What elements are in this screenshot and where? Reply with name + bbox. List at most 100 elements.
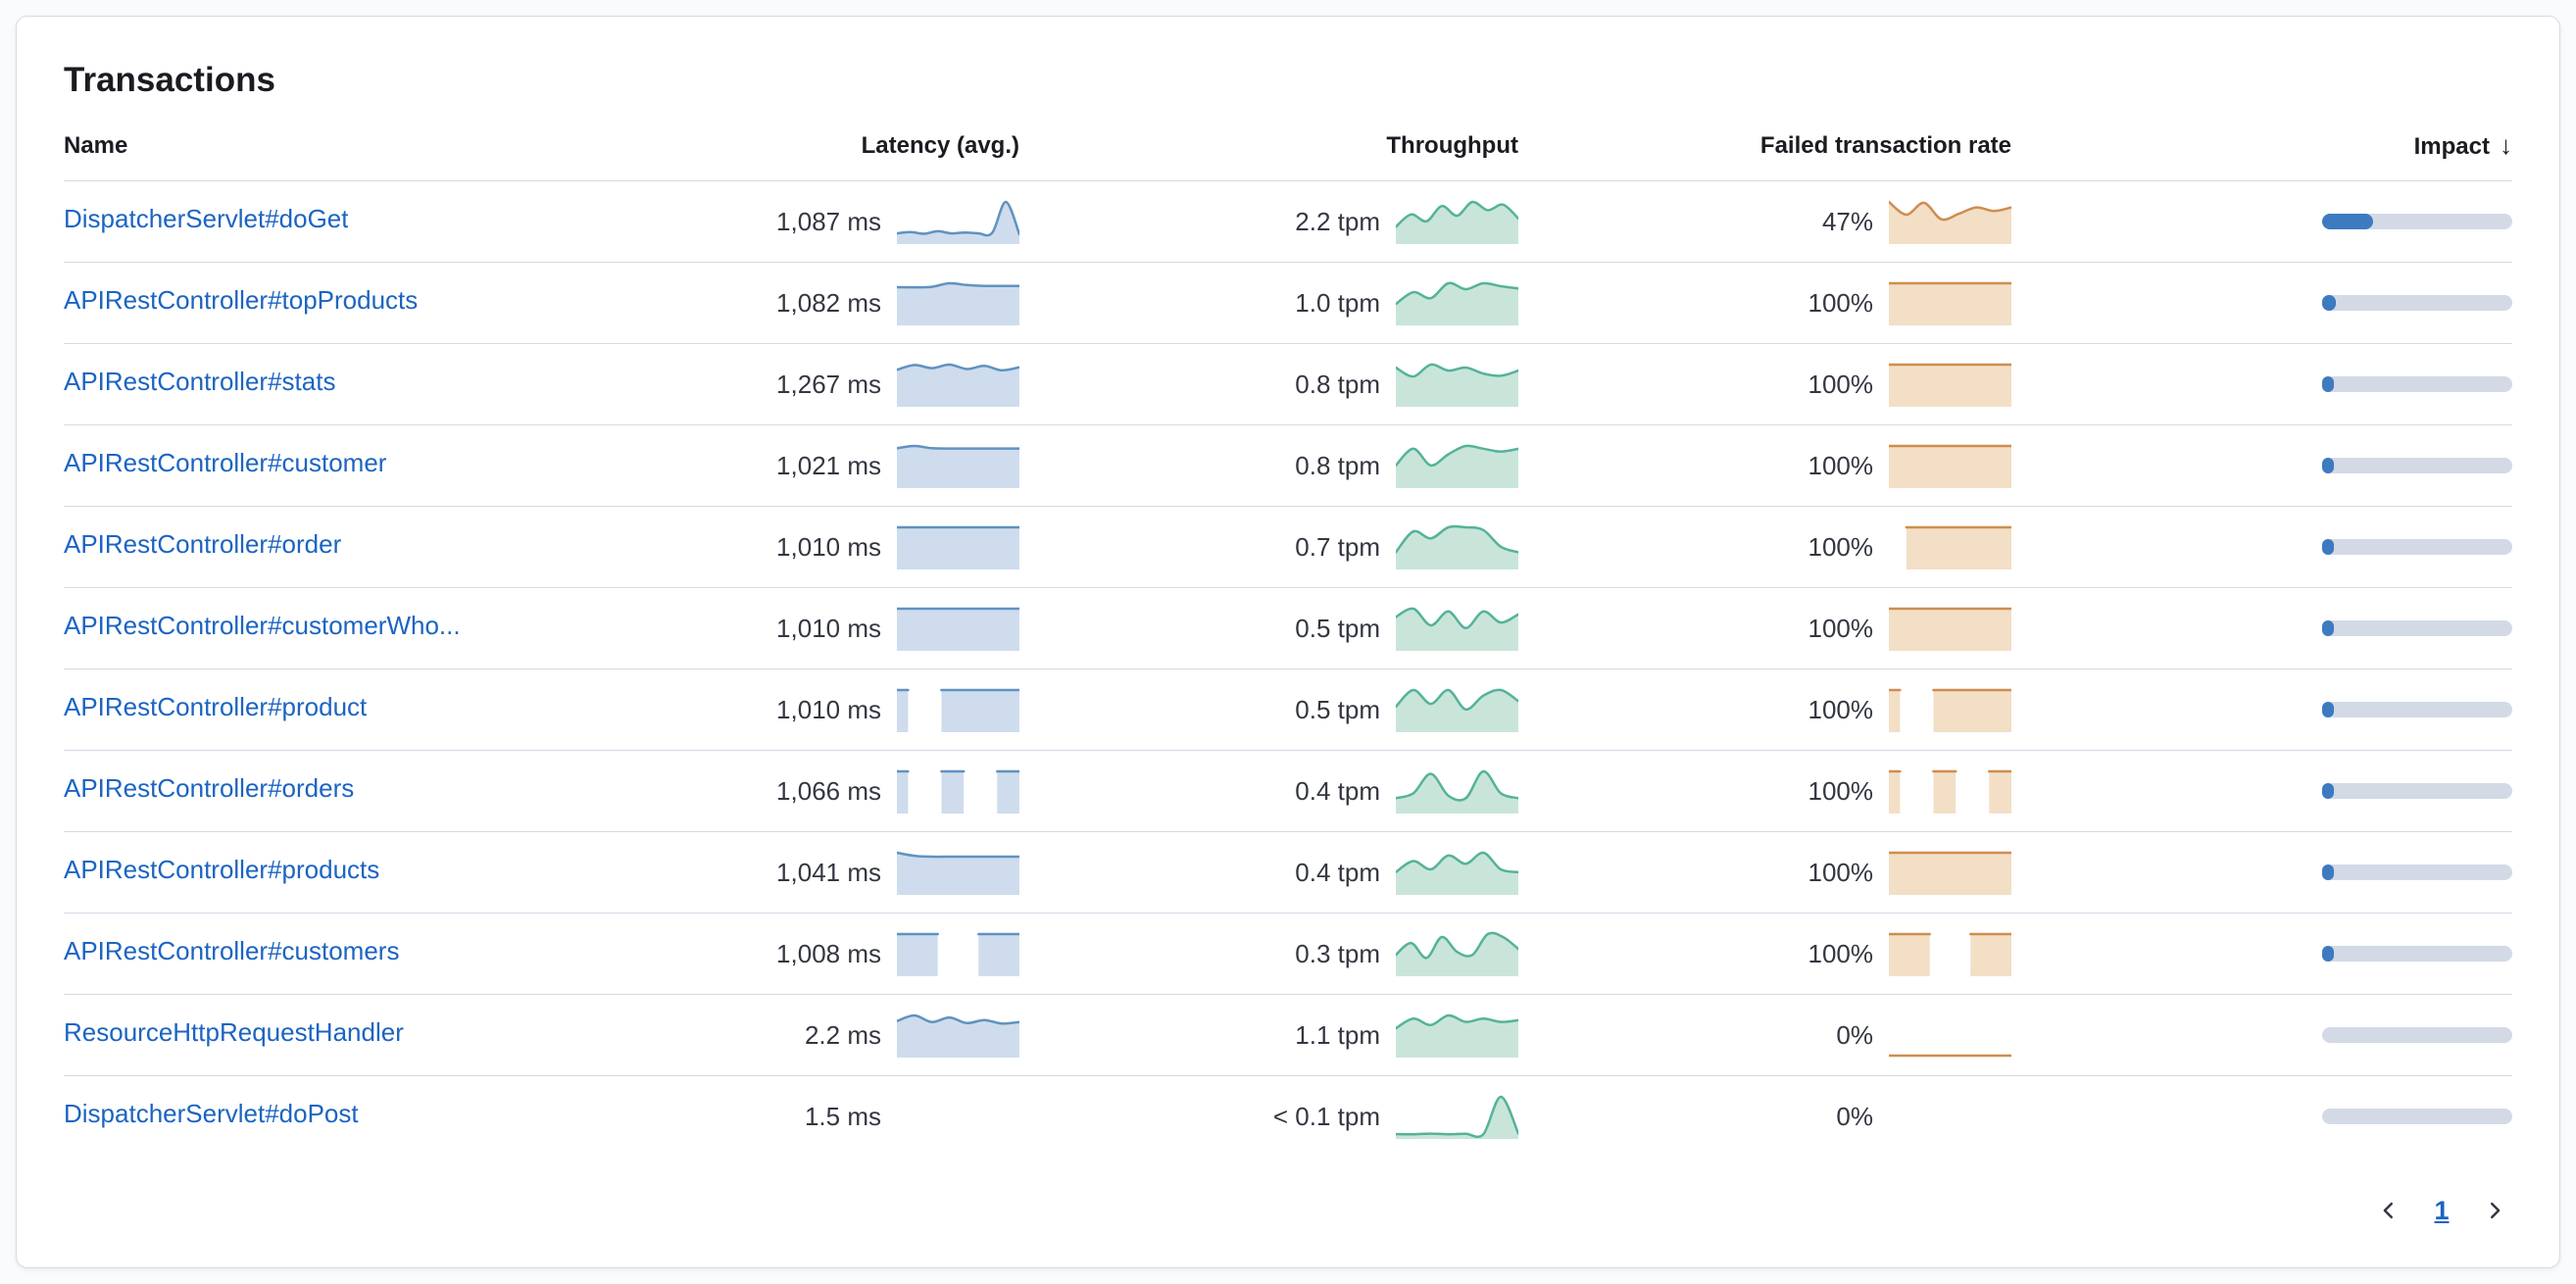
failed-rate-sparkline [1889, 281, 2011, 325]
column-header-impact[interactable]: Impact ↓ [2011, 130, 2512, 181]
latency-value: 1.5 ms [804, 1101, 881, 1131]
impact-bar-fill [2322, 539, 2334, 555]
latency-sparkline [897, 444, 1019, 488]
impact-bar-fill [2322, 702, 2334, 717]
table-row: DispatcherServlet#doGet 1,087 ms 2.2 tpm 47… [64, 180, 2512, 263]
transaction-name-link[interactable]: APIRestController#product [64, 692, 368, 721]
throughput-value: 0.4 tpm [1295, 857, 1380, 887]
throughput-sparkline [1396, 281, 1518, 325]
latency-value: 1,010 ms [776, 613, 881, 643]
transaction-name-link[interactable]: DispatcherServlet#doPost [64, 1099, 359, 1128]
failed-rate-sparkline [1905, 525, 2011, 569]
column-header-failed-rate[interactable]: Failed transaction rate [1518, 130, 2011, 181]
page-1-button[interactable]: 1 [2420, 1189, 2463, 1232]
transaction-name-link[interactable]: APIRestController#topProducts [64, 285, 419, 315]
impact-bar [2322, 946, 2512, 962]
throughput-cell: 2.2 tpm [1019, 199, 1518, 244]
column-label-name: Name [64, 131, 128, 159]
throughput-sparkline [1396, 363, 1518, 407]
latency-cell: 1,021 ms [559, 443, 1019, 488]
previous-page-button[interactable] [2367, 1189, 2410, 1232]
impact-bar-fill [2322, 376, 2334, 392]
table-row: APIRestController#products 1,041 ms 0.4 tp… [64, 831, 2512, 914]
latency-sparkline-placeholder [897, 1094, 1019, 1139]
chevron-right-icon [2491, 1202, 2501, 1219]
transaction-name-link[interactable]: APIRestController#order [64, 529, 342, 559]
throughput-cell: < 0.1 tpm [1019, 1094, 1518, 1139]
latency-sparkline [897, 525, 1019, 569]
latency-cell: 1,041 ms [559, 850, 1019, 895]
impact-bar [2322, 214, 2512, 229]
failed-rate-sparkline [1889, 769, 2011, 814]
throughput-value: 0.4 tpm [1295, 775, 1380, 806]
throughput-cell: 1.0 tpm [1019, 280, 1518, 325]
throughput-sparkline [1396, 1095, 1518, 1139]
table-row: APIRestController#order 1,010 ms 0.7 tpm 10… [64, 506, 2512, 588]
impact-bar [2322, 1109, 2512, 1124]
table-row: APIRestController#orders 1,066 ms 0.4 tpm 1… [64, 750, 2512, 832]
impact-bar [2322, 376, 2512, 392]
latency-cell: 1,010 ms [559, 687, 1019, 732]
impact-bar-fill [2322, 620, 2334, 636]
latency-cell: 1.5 ms [559, 1094, 1019, 1139]
throughput-sparkline [1396, 931, 1518, 976]
transactions-table: Name Latency (avg.) Throughput Failed tr… [64, 130, 2512, 1157]
impact-bar-fill [2322, 214, 2373, 229]
failed-rate-value: 100% [1808, 694, 1874, 724]
latency-cell: 2.2 ms [559, 1012, 1019, 1058]
failed-rate-value: 100% [1808, 938, 1874, 968]
throughput-value: 1.1 tpm [1295, 1019, 1380, 1050]
throughput-cell: 0.8 tpm [1019, 362, 1518, 407]
throughput-sparkline [1396, 607, 1518, 651]
latency-sparkline [897, 363, 1019, 407]
throughput-sparkline [1396, 851, 1518, 895]
column-label-throughput: Throughput [1386, 131, 1518, 159]
next-page-button[interactable] [2473, 1189, 2516, 1232]
column-header-name[interactable]: Name [64, 130, 559, 181]
latency-cell: 1,082 ms [559, 280, 1019, 325]
throughput-sparkline [1396, 444, 1518, 488]
transaction-name-link[interactable]: APIRestController#orders [64, 773, 355, 803]
impact-bar [2322, 783, 2512, 799]
table-header-row: Name Latency (avg.) Throughput Failed tr… [64, 130, 2512, 181]
latency-cell: 1,087 ms [559, 199, 1019, 244]
failed-rate-cell: 100% [1518, 280, 2011, 325]
column-header-throughput[interactable]: Throughput [1019, 130, 1518, 181]
table-row: APIRestController#topProducts 1,082 ms 1.0… [64, 262, 2512, 344]
pagination: 1 [2367, 1189, 2516, 1232]
transaction-name-link[interactable]: APIRestController#stats [64, 367, 336, 396]
failed-rate-value: 100% [1808, 775, 1874, 806]
throughput-cell: 0.5 tpm [1019, 687, 1518, 732]
throughput-cell: 0.7 tpm [1019, 524, 1518, 569]
throughput-value: < 0.1 tpm [1272, 1101, 1380, 1131]
failed-rate-sparkline [1889, 607, 2011, 651]
latency-value: 1,041 ms [776, 857, 881, 887]
failed-rate-cell: 100% [1518, 524, 2011, 569]
column-header-latency[interactable]: Latency (avg.) [559, 130, 1019, 181]
sort-descending-icon: ↓ [2500, 130, 2512, 160]
throughput-value: 0.5 tpm [1295, 694, 1380, 724]
transaction-name-link[interactable]: APIRestController#customerWho... [64, 611, 461, 640]
failed-rate-cell: 100% [1518, 443, 2011, 488]
latency-cell: 1,267 ms [559, 362, 1019, 407]
transaction-name-link[interactable]: ResourceHttpRequestHandler [64, 1017, 404, 1047]
throughput-value: 0.5 tpm [1295, 613, 1380, 643]
impact-bar [2322, 458, 2512, 473]
transaction-name-link[interactable]: APIRestController#products [64, 855, 380, 884]
table-row: APIRestController#customers 1,008 ms 0.3 t… [64, 913, 2512, 995]
transaction-name-link[interactable]: APIRestController#customers [64, 936, 400, 965]
impact-bar [2322, 864, 2512, 880]
transaction-name-link[interactable]: DispatcherServlet#doGet [64, 204, 349, 233]
throughput-value: 0.3 tpm [1295, 938, 1380, 968]
latency-value: 1,010 ms [776, 531, 881, 562]
failed-rate-sparkline [1889, 851, 2011, 895]
table-row: APIRestController#product 1,010 ms 0.5 tpm… [64, 668, 2512, 751]
failed-rate-sparkline [1889, 932, 2011, 976]
failed-rate-sparkline-placeholder [1889, 1094, 2011, 1139]
transaction-name-link[interactable]: APIRestController#customer [64, 448, 387, 477]
latency-value: 1,267 ms [776, 369, 881, 399]
latency-sparkline [897, 281, 1019, 325]
latency-value: 1,021 ms [776, 450, 881, 480]
latency-cell: 1,010 ms [559, 524, 1019, 569]
impact-bar [2322, 702, 2512, 717]
